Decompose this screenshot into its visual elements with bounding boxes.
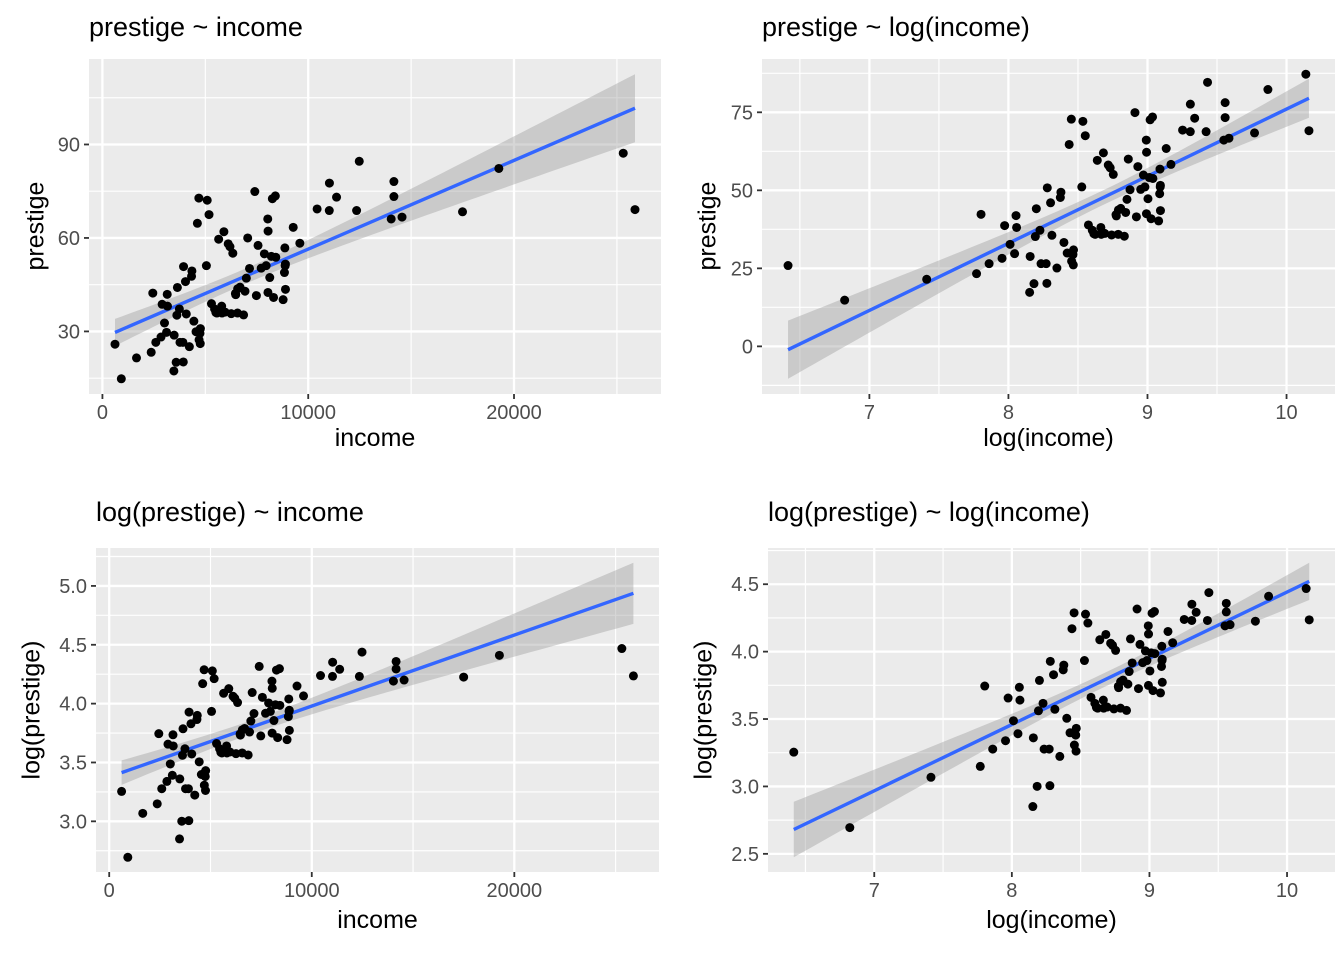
svg-text:3.5: 3.5 — [731, 709, 759, 731]
svg-text:5.0: 5.0 — [59, 576, 87, 598]
panel-prestige-logincome: prestige ~ log(income) 7 8 9 10 0 25 50 75 log(… — [672, 0, 1344, 480]
panel-title: prestige ~ log(income) — [762, 12, 1030, 42]
svg-text:75: 75 — [731, 102, 753, 124]
svg-text:3.0: 3.0 — [731, 776, 759, 798]
svg-text:3.0: 3.0 — [59, 811, 87, 833]
x-axis-title: log(income) — [986, 906, 1117, 934]
scatterplot-prestige-vs-logincome: 7 8 9 10 0 25 50 75 — [731, 59, 1335, 424]
y-axis-title: log(prestige) — [17, 640, 46, 780]
panel-title: prestige ~ income — [89, 12, 303, 42]
svg-text:2.5: 2.5 — [731, 844, 759, 866]
svg-text:8: 8 — [1006, 880, 1017, 902]
panel-prestige-income: prestige ~ income 0 10000 20000 30 60 90 inco… — [0, 0, 672, 480]
svg-text:10: 10 — [1276, 880, 1298, 902]
svg-text:20000: 20000 — [486, 402, 542, 424]
panel-title: log(prestige) ~ income — [96, 497, 364, 527]
panel-title: log(prestige) ~ log(income) — [768, 497, 1090, 527]
panel-logprestige-income: log(prestige) ~ income 0 10000 20000 3.0 3.5… — [0, 480, 672, 960]
scatterplot-logprestige-vs-income: 0 10000 20000 3.0 3.5 4.0 4.5 5.0 — [59, 548, 659, 902]
y-axis-title: prestige — [21, 181, 50, 271]
svg-text:9: 9 — [1142, 402, 1153, 424]
svg-text:4.5: 4.5 — [731, 574, 759, 596]
svg-text:30: 30 — [58, 321, 80, 343]
svg-text:0: 0 — [97, 402, 108, 424]
svg-text:0: 0 — [742, 336, 753, 358]
svg-text:90: 90 — [58, 134, 80, 156]
x-axis-title: log(income) — [983, 424, 1114, 452]
svg-text:10000: 10000 — [284, 880, 340, 902]
svg-text:10000: 10000 — [280, 402, 336, 424]
svg-text:4.5: 4.5 — [59, 635, 87, 657]
svg-text:60: 60 — [58, 228, 80, 250]
svg-text:8: 8 — [1003, 402, 1014, 424]
panel-logprestige-logincome: log(prestige) ~ log(income) 7 8 9 10 2.5 3.0 3… — [672, 480, 1344, 960]
svg-text:4.0: 4.0 — [59, 694, 87, 716]
svg-text:4.0: 4.0 — [731, 642, 759, 664]
svg-text:50: 50 — [731, 180, 753, 202]
y-axis-title: prestige — [693, 181, 722, 271]
x-axis-title: income — [337, 906, 418, 934]
x-axis-title: income — [334, 424, 416, 452]
svg-text:10: 10 — [1275, 402, 1297, 424]
svg-text:25: 25 — [731, 258, 753, 280]
y-axis-title: log(prestige) — [689, 640, 718, 780]
scatterplot-prestige-vs-income: 0 10000 20000 30 60 90 — [58, 59, 661, 424]
svg-text:7: 7 — [869, 880, 880, 902]
svg-text:7: 7 — [864, 402, 875, 424]
scatterplot-logprestige-vs-logincome: 7 8 9 10 2.5 3.0 3.5 4.0 4.5 — [731, 548, 1335, 902]
svg-text:0: 0 — [104, 880, 115, 902]
svg-text:3.5: 3.5 — [59, 752, 87, 774]
svg-text:9: 9 — [1144, 880, 1155, 902]
svg-text:20000: 20000 — [487, 880, 543, 902]
